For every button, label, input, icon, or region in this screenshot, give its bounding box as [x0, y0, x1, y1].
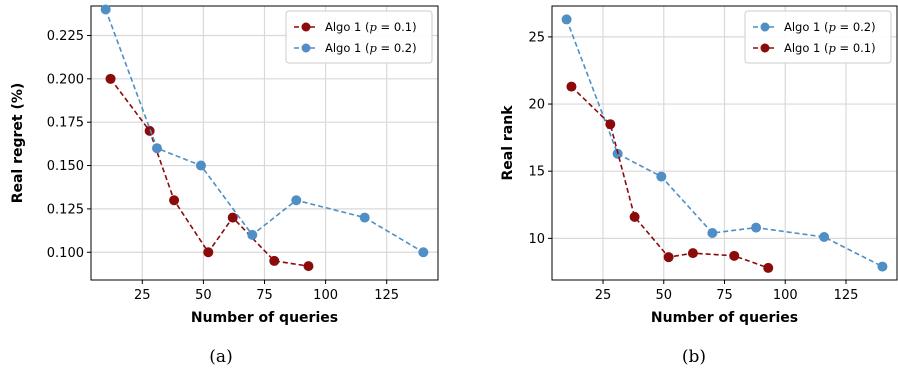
data-point — [169, 195, 180, 206]
data-point — [656, 171, 667, 182]
series-line-0 — [109, 78, 309, 267]
legend-marker — [301, 22, 311, 32]
series-line-1 — [570, 86, 769, 269]
y-tick-label: 15 — [528, 165, 545, 180]
x-tick-label: 75 — [716, 288, 733, 303]
data-point — [100, 4, 111, 15]
x-tick-label: 25 — [134, 288, 151, 303]
x-tick-label: 100 — [313, 288, 338, 303]
legend-label: Algo 1 (p = 0.2) — [784, 20, 876, 34]
x-tick-label: 50 — [195, 288, 212, 303]
caption-b: (b) — [682, 347, 706, 367]
y-tick-label: 20 — [528, 98, 545, 113]
y-tick-label: 0.175 — [47, 116, 84, 131]
legend-marker — [301, 43, 311, 53]
x-tick-label: 50 — [655, 288, 672, 303]
legend-label: Algo 1 (p = 0.1) — [325, 20, 417, 34]
y-tick-label: 0.100 — [47, 246, 84, 261]
data-point — [227, 212, 238, 223]
y-tick-label: 25 — [528, 30, 545, 45]
data-point — [195, 160, 206, 171]
x-tick-label: 125 — [374, 288, 399, 303]
data-point — [629, 211, 640, 222]
data-point — [561, 14, 572, 25]
data-point — [151, 143, 162, 154]
data-point — [291, 195, 302, 206]
legend-box — [285, 10, 433, 64]
legend-box — [744, 10, 892, 64]
x-tick-label: 100 — [773, 288, 798, 303]
legend-label: Algo 1 (p = 0.1) — [784, 41, 876, 55]
data-point — [729, 250, 740, 261]
data-point — [247, 229, 258, 240]
x-axis-label: Number of queries — [191, 310, 338, 326]
legend: Algo 1 (p = 0.1) Algo 1 (p = 0.2) — [285, 10, 433, 64]
data-point — [203, 247, 214, 258]
data-point — [687, 248, 698, 259]
chart-real-regret: 25 50 75 100 125 0.100 0.125 0.150 0.175 0.200 0.2… — [10, 4, 439, 326]
x-tick-label: 75 — [256, 288, 273, 303]
y-tick-label: 0.150 — [47, 159, 84, 174]
data-point — [359, 212, 370, 223]
y-tick-label: 0.225 — [47, 29, 84, 44]
data-point — [663, 252, 674, 263]
data-point — [819, 232, 830, 243]
legend-marker — [760, 22, 770, 32]
data-point — [566, 81, 577, 92]
data-point — [418, 247, 429, 258]
legend: Algo 1 (p = 0.2) Algo 1 (p = 0.1) — [744, 10, 892, 64]
data-point — [303, 261, 314, 272]
legend-marker — [760, 43, 770, 53]
data-point — [105, 73, 116, 84]
chart-real-rank: 25 50 75 100 125 10 15 20 25 Number of queries Rea… — [500, 5, 898, 326]
data-point — [877, 261, 888, 272]
x-tick-label: 125 — [834, 288, 859, 303]
x-axis-label: Number of queries — [651, 310, 798, 326]
y-axis-label: Real rank — [500, 105, 516, 181]
legend-label: Algo 1 (p = 0.2) — [325, 41, 417, 55]
data-point — [707, 227, 718, 238]
y-tick-label: 10 — [528, 232, 545, 247]
data-point — [763, 262, 774, 273]
y-tick-label: 0.125 — [47, 202, 84, 217]
y-tick-label: 0.200 — [47, 72, 84, 87]
data-point — [751, 222, 762, 233]
data-point — [144, 125, 155, 136]
y-axis-label: Real regret (%) — [10, 83, 26, 204]
data-point — [269, 255, 280, 266]
data-point — [605, 119, 616, 130]
caption-a: (a) — [209, 347, 232, 367]
x-tick-label: 25 — [595, 288, 612, 303]
